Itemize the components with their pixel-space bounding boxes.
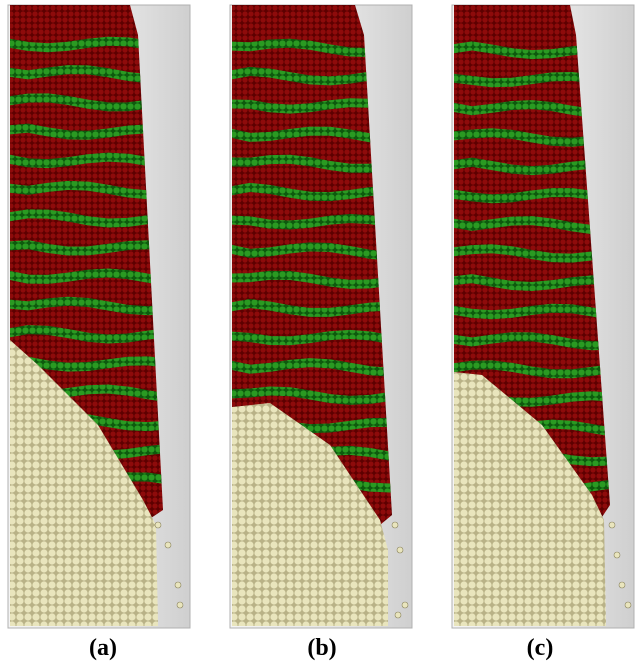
panel [230,5,412,628]
loose-grain [609,522,615,528]
loose-grain [395,612,401,618]
panels [8,5,634,628]
panel [8,5,190,628]
loose-grain [625,602,631,608]
panel-label: (b) [307,635,336,661]
loose-grain [392,522,398,528]
loose-grain [619,582,625,588]
panel-label: (a) [89,635,117,661]
panel [452,5,634,628]
loose-grain [402,602,408,608]
loose-grain [177,602,183,608]
loose-grain [175,582,181,588]
loose-grain [165,542,171,548]
panel-label: (c) [527,635,554,661]
loose-grain [614,552,620,558]
loose-grain [397,547,403,553]
loose-grain [155,522,161,528]
figure: (a) (b) (c) [0,0,638,667]
